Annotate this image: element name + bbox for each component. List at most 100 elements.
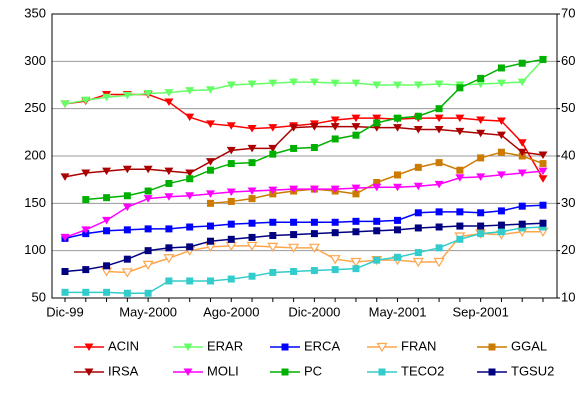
data-point [413,182,423,191]
y-tick-label: 350 [24,5,46,20]
data-point [60,100,70,108]
data-point [497,221,505,229]
data-point [205,120,215,128]
data-point [477,209,485,217]
data-point [205,158,215,166]
data-point [352,228,360,236]
y2-tick-label: 20 [561,242,575,257]
data-point [268,124,278,132]
data-point [60,173,70,181]
data-point [331,266,339,274]
data-point [268,186,278,195]
data-point [289,78,299,87]
data-point [267,242,279,253]
data-point [102,93,112,102]
data-point [247,80,257,89]
data-point [394,216,402,224]
data-point [393,183,403,192]
data-point [477,230,485,238]
data-point [60,233,70,242]
data-point [165,225,173,233]
data-point [476,173,486,181]
data-point [373,119,381,127]
data-point [330,123,340,131]
data-point [497,64,505,72]
data-point [123,255,131,263]
data-point [269,150,277,158]
data-point [103,288,111,296]
data-point [269,232,277,240]
data-point [393,124,403,132]
legend-label: FRAN [401,338,436,353]
data-point [248,233,256,241]
data-point [477,222,485,230]
x-tick-label: Dic-99 [46,304,84,319]
data-point [539,219,547,227]
legend-marker [84,368,94,376]
data-point [456,235,464,243]
series-line [64,93,544,180]
data-point [476,129,486,138]
data-point [496,117,506,125]
data-point [61,288,69,296]
y2-tick-label: 30 [561,195,575,210]
data-point [434,80,444,89]
data-point [269,218,277,226]
data-point [248,159,256,167]
data-point [455,114,465,123]
y2-tick-label: 60 [561,53,575,68]
legend-marker [488,343,496,351]
data-point [310,218,318,226]
data-point [227,220,235,228]
legend-label: GGAL [511,338,547,353]
data-point [414,163,422,171]
data-point [165,244,173,252]
data-point [163,254,175,264]
data-point [144,247,152,255]
data-point [456,166,464,174]
data-point [103,194,111,202]
data-point [435,244,443,252]
data-point [331,218,339,226]
data-point [186,223,194,231]
data-point [372,183,382,192]
data-point [456,84,464,92]
data-point [227,197,235,205]
data-point [476,80,486,89]
legend-label: PC [304,363,322,378]
x-tick-label: Ago-2000 [203,304,259,319]
data-point [309,78,319,87]
data-point [372,114,382,123]
data-point [517,169,527,178]
data-point [186,175,194,183]
data-point [268,144,278,153]
data-point [538,167,548,176]
data-point [538,175,548,183]
data-point [121,268,133,278]
data-point [290,231,298,239]
y2-tick-label: 50 [561,100,575,115]
data-point [434,180,444,189]
data-point [164,98,174,107]
y-tick-label: 50 [32,289,46,304]
data-point [269,268,277,276]
data-point [142,260,154,271]
data-point [331,229,339,237]
series-line [106,230,543,274]
data-point [205,190,215,198]
data-point [103,227,111,235]
data-point [226,188,236,196]
data-point [394,253,402,261]
data-point [290,218,298,226]
data-point [435,159,443,167]
data-point [393,81,403,89]
data-point [351,79,361,88]
data-point [289,185,299,194]
legend-marker [378,368,386,376]
data-point [290,144,298,152]
data-point [517,78,527,87]
data-point [247,125,257,133]
data-point [518,59,526,67]
data-point [330,116,340,125]
data-point [247,187,257,196]
